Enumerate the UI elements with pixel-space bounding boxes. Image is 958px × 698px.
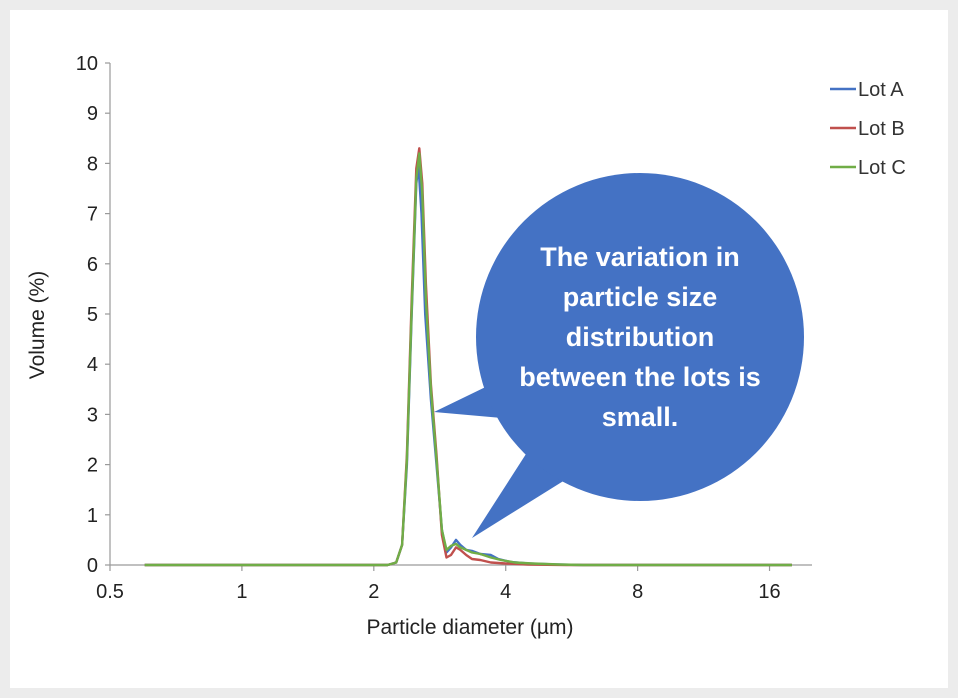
y-tick-label: 2 <box>87 455 98 477</box>
legend: Lot A Lot B Lot C <box>830 79 906 179</box>
series-lines <box>144 147 792 567</box>
x-axis-title: Particle diameter (µm) <box>367 616 574 639</box>
x-tick-label: 8 <box>632 581 643 603</box>
legend-label: Lot B <box>858 118 905 140</box>
series-line-lot-c <box>144 152 792 567</box>
callout-text-line: small. <box>602 402 679 432</box>
x-tick-label: 2 <box>368 581 379 603</box>
y-axis-title: Volume (%) <box>26 271 49 380</box>
x-tick-label: 1 <box>236 581 247 603</box>
legend-label: Lot C <box>858 157 906 179</box>
x-tick-labels: 0.5 1 2 4 8 16 <box>96 581 781 603</box>
y-tick-label: 3 <box>87 404 98 426</box>
y-tick-label: 10 <box>76 53 98 75</box>
y-tick-label: 8 <box>87 153 98 175</box>
chart: 0 1 2 3 4 5 6 7 8 9 10 0.5 1 2 4 8 16 Lot A Lot B Lot C T… <box>26 53 906 639</box>
callout-text-line: between the lots is <box>519 362 761 392</box>
y-tick-labels: 0 1 2 3 4 5 6 7 8 9 10 <box>76 53 98 577</box>
y-tick-label: 0 <box>87 555 98 577</box>
y-tick-label: 5 <box>87 304 98 326</box>
legend-label: Lot A <box>858 79 904 101</box>
y-tick-label: 6 <box>87 254 98 276</box>
callout-text-line: particle size <box>563 282 718 312</box>
y-tick-label: 7 <box>87 204 98 226</box>
y-tick-label: 1 <box>87 505 98 527</box>
y-tick-label: 4 <box>87 354 98 376</box>
y-tick-label: 9 <box>87 103 98 125</box>
callout-text-line: The variation in <box>540 242 740 272</box>
x-tick-label: 0.5 <box>96 581 124 603</box>
chart-frame: 0 1 2 3 4 5 6 7 8 9 10 0.5 1 2 4 8 16 Lot A Lot B Lot C T… <box>10 10 948 688</box>
x-tick-label: 16 <box>758 581 780 603</box>
x-tick-label: 4 <box>500 581 511 603</box>
callout-bubble: The variation in particle size distributio… <box>434 173 804 538</box>
callout-text-line: distribution <box>566 322 714 352</box>
callout-circle <box>476 173 804 501</box>
